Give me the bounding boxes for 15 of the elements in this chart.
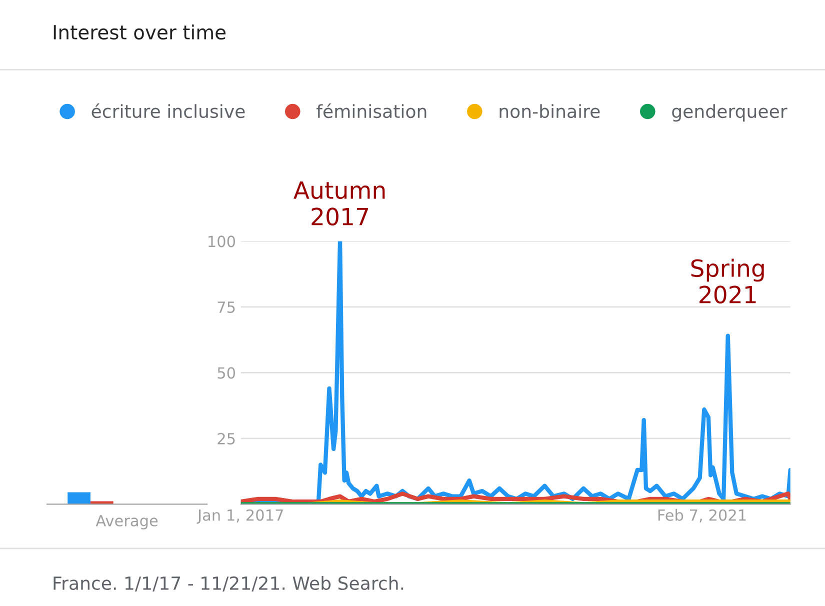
annotation: Spring 2021	[691, 258, 764, 304]
y-tick-label: 25	[218, 432, 235, 444]
text: France. 1/1/17 - 11/21/21. Web Search.	[54, 576, 404, 592]
y-tick-label: 100	[208, 236, 236, 248]
chart-title: Interest over time	[54, 24, 226, 40]
x-tick-label: Jan 1, 2017	[196, 509, 283, 524]
x-tick-label: Feb 7, 2021	[658, 509, 746, 522]
y-tick-label: 75	[218, 302, 235, 313]
legend-label: non-binaire	[500, 104, 600, 118]
y-tick-label: 50	[218, 367, 236, 379]
legend-label: écriture inclusive	[92, 103, 245, 118]
x-axis-title: Average	[96, 515, 158, 530]
legend-label: féminisation	[316, 103, 426, 118]
legend-label: genderqueer	[672, 104, 788, 122]
annotation: Autumn 2017	[294, 182, 385, 226]
